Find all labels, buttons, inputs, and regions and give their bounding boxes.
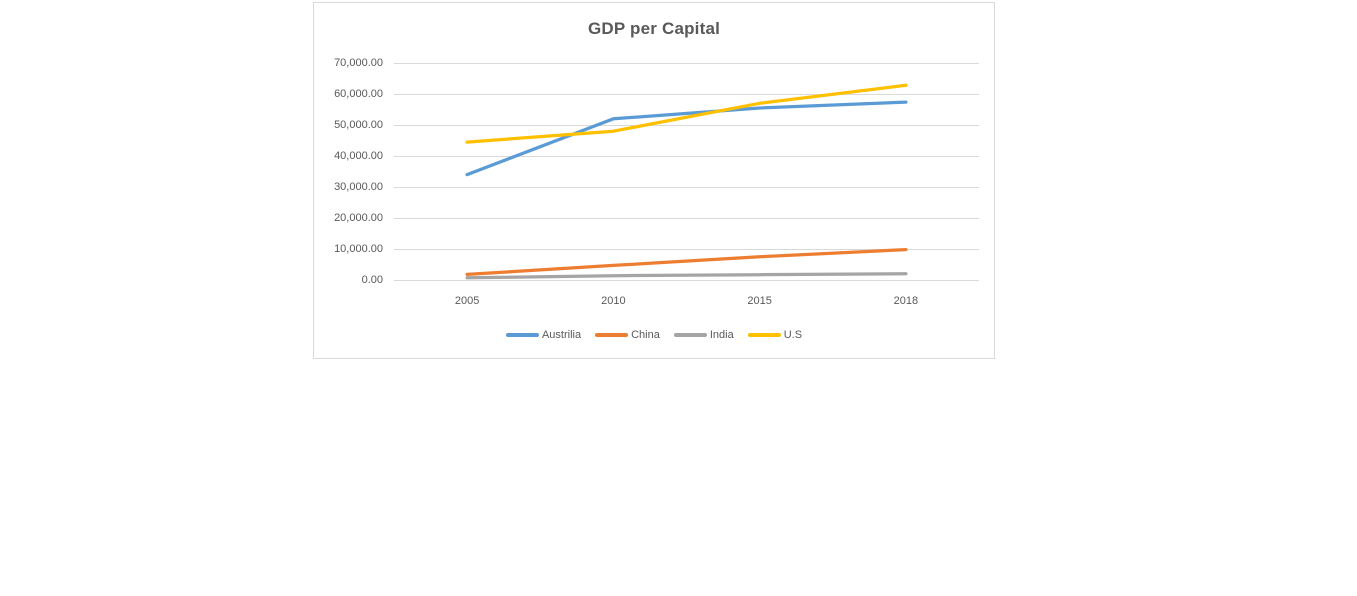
- legend-item: U.S: [747, 328, 803, 342]
- legend-item-label: U.S: [783, 329, 803, 341]
- legend-line-swatch-icon: [595, 333, 629, 337]
- legend-line-swatch-icon: [747, 333, 781, 337]
- legend-item: Austrilia: [505, 328, 582, 342]
- x-axis-tick-label: 2010: [601, 295, 626, 307]
- plot-area: [394, 63, 979, 281]
- y-axis-tick-label: 0.00: [361, 274, 383, 286]
- legend-line-swatch-icon: [673, 333, 707, 337]
- series-line-China: [465, 247, 908, 277]
- y-axis-tick-label: 10,000.00: [334, 243, 383, 255]
- y-axis-tick-label: 50,000.00: [334, 119, 383, 131]
- series-line-Austrilia: [465, 100, 908, 177]
- y-axis-tick-label: 20,000.00: [334, 212, 383, 224]
- x-axis-tick-label: 2018: [893, 295, 919, 307]
- gdp-line-chart[interactable]: GDP per Capital 0.00 10,000.00 20,000.00 30…: [313, 2, 995, 359]
- chart-title: GDP per Capital: [587, 19, 721, 38]
- y-axis-tick-label: 40,000.00: [334, 150, 383, 162]
- y-axis-tick-label: 70,000.00: [334, 57, 383, 69]
- y-axis-tick-label: 60,000.00: [334, 88, 383, 100]
- legend-item-label: Austrilia: [541, 329, 582, 341]
- x-axis-tick-label: 2005: [454, 295, 480, 307]
- x-axis-tick-label: 2015: [747, 295, 772, 307]
- legend-item-label: India: [709, 329, 734, 341]
- series-line-U.S: [465, 83, 908, 144]
- legend-item-label: China: [631, 329, 660, 341]
- y-axis-tick-label: 30,000.00: [334, 181, 383, 193]
- series-line-India: [465, 272, 908, 280]
- chart-legend: Austrilia China India U.S: [314, 328, 994, 342]
- legend-item: India: [673, 328, 734, 342]
- legend-line-swatch-icon: [505, 333, 539, 337]
- legend-item: China: [595, 328, 660, 342]
